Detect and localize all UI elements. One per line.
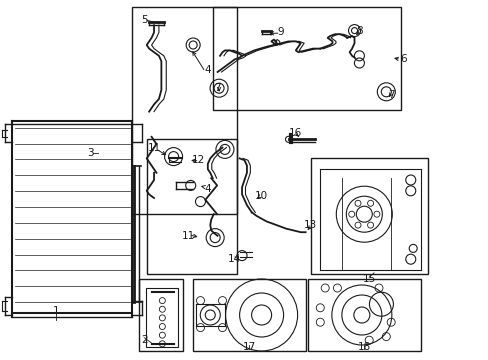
Text: 8: 8	[355, 26, 362, 36]
Text: 13: 13	[303, 220, 317, 230]
Bar	[310, 158, 427, 274]
Bar	[146, 139, 237, 274]
Text: 15: 15	[362, 274, 375, 284]
Bar	[132, 7, 237, 214]
Text: 5: 5	[141, 15, 147, 25]
Bar	[193, 279, 305, 351]
Bar	[307, 279, 420, 351]
Text: 4: 4	[204, 184, 211, 194]
Text: 12: 12	[191, 155, 204, 165]
Text: 7: 7	[387, 90, 394, 100]
Text: 11: 11	[147, 143, 161, 153]
Text: 18: 18	[357, 342, 370, 352]
Text: 9: 9	[277, 27, 284, 37]
Text: 16: 16	[288, 128, 302, 138]
Text: 17: 17	[242, 342, 256, 352]
Text: 7: 7	[214, 83, 221, 93]
Text: 4: 4	[204, 65, 211, 75]
Text: 1: 1	[53, 306, 60, 316]
Bar	[212, 7, 400, 110]
Bar	[145, 288, 178, 347]
Text: 3: 3	[87, 148, 94, 158]
Text: 10: 10	[255, 191, 267, 201]
Bar	[139, 279, 183, 351]
Text: 6: 6	[399, 54, 406, 64]
Text: 14: 14	[227, 254, 241, 264]
Text: 11: 11	[181, 231, 195, 241]
Text: 2: 2	[141, 335, 147, 345]
